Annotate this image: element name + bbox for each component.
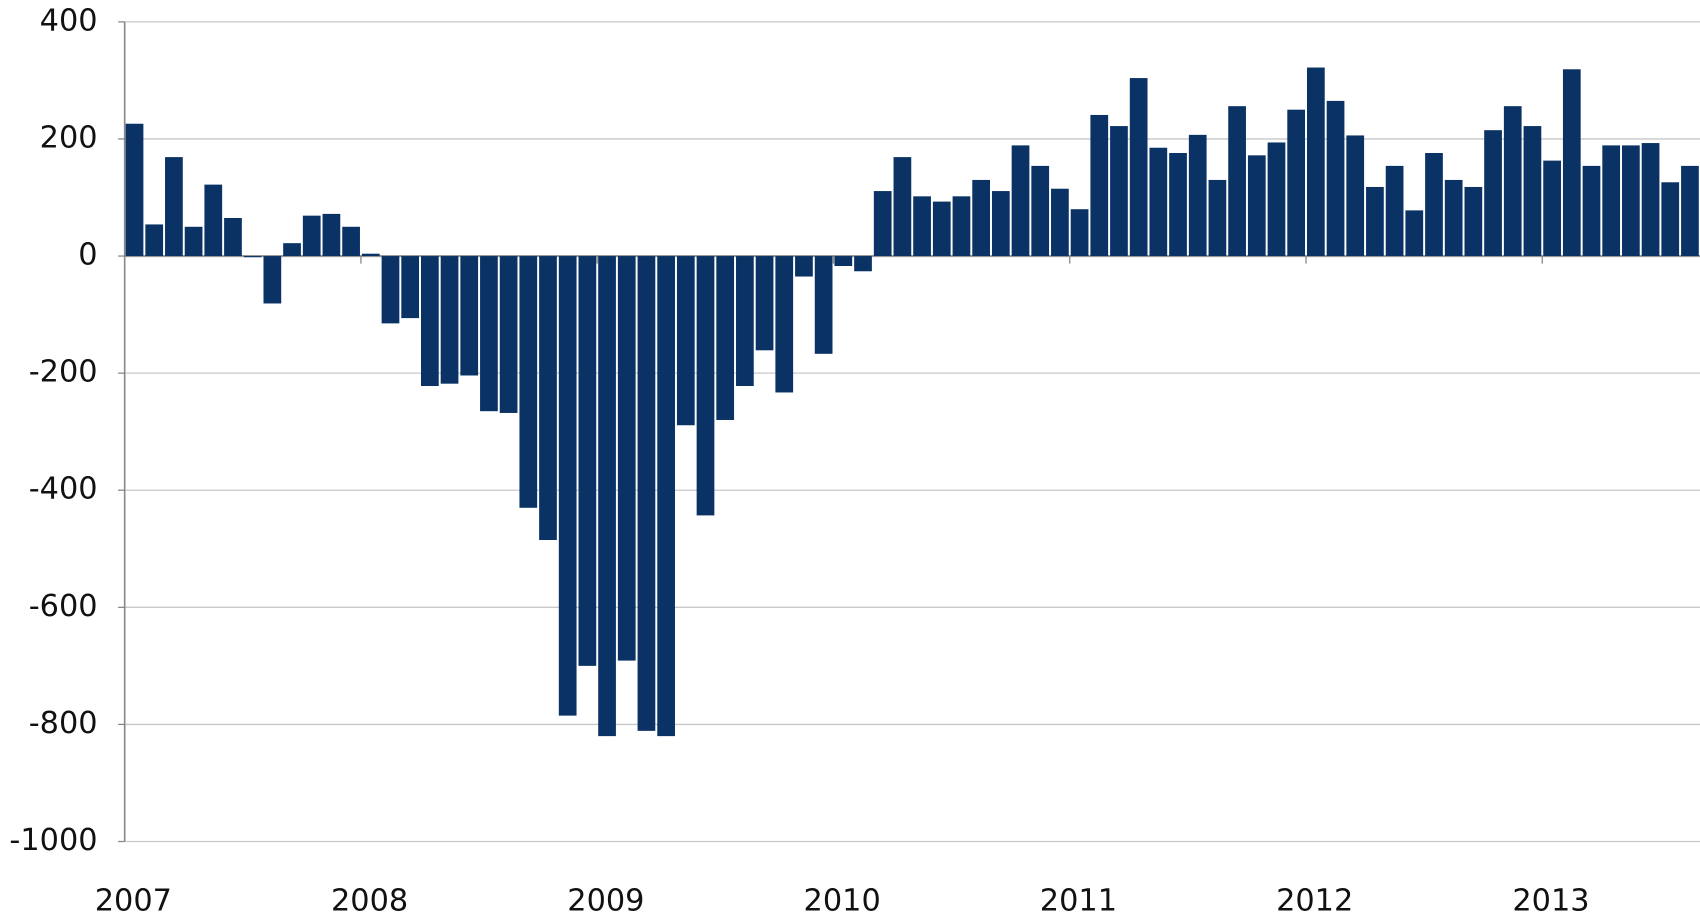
bar: [263, 256, 282, 304]
y-tick-label: -200: [29, 355, 98, 390]
bar: [1602, 145, 1621, 257]
bar: [1011, 145, 1030, 257]
bar: [1503, 106, 1522, 257]
bar: [755, 256, 774, 351]
bar: [1129, 78, 1148, 257]
bar: [1188, 134, 1207, 257]
bar: [1562, 69, 1581, 257]
bar: [1641, 143, 1660, 257]
bar: [401, 256, 420, 319]
bar: [1484, 130, 1502, 257]
bar: [676, 256, 695, 426]
bar: [578, 256, 597, 666]
bar: [1051, 188, 1069, 257]
bar: [1306, 67, 1325, 257]
bar: [1444, 179, 1463, 257]
bar: [1523, 126, 1542, 257]
bar: [775, 256, 794, 393]
y-tick-label: 400: [40, 3, 98, 38]
bar: [558, 256, 577, 716]
bar: [480, 256, 498, 412]
bar: [302, 215, 321, 257]
y-tick-label: -400: [29, 472, 98, 507]
bar: [243, 256, 262, 258]
x-tick-label: 2012: [1276, 884, 1353, 919]
bar: [637, 256, 656, 731]
bar: [795, 256, 813, 277]
bar: [1326, 100, 1345, 257]
bar: [165, 157, 183, 257]
bar: [460, 256, 479, 376]
y-tick-label: -600: [29, 589, 98, 624]
bar: [1661, 182, 1680, 257]
bar: [598, 256, 616, 737]
x-tick-label: 2009: [567, 884, 644, 919]
bar: [1622, 145, 1640, 257]
bar: [814, 256, 833, 354]
bar: [617, 256, 636, 661]
bar: [342, 226, 360, 257]
bar: [657, 256, 675, 737]
bar: [1247, 155, 1266, 257]
bar: [420, 256, 439, 387]
bar: [1425, 153, 1443, 257]
bar: [322, 213, 341, 257]
y-tick-label: 200: [40, 120, 98, 155]
bar: [952, 196, 971, 257]
bar: [1031, 165, 1050, 257]
bar: [1385, 165, 1404, 257]
bar: [972, 179, 991, 257]
bar: [1464, 186, 1483, 257]
bar: [1090, 114, 1109, 257]
bar: [1267, 142, 1286, 257]
bar: [519, 256, 538, 508]
bar: [736, 256, 754, 387]
x-tick-label: 2007: [95, 884, 172, 919]
bar: [1208, 179, 1227, 257]
bar: [873, 191, 892, 257]
bar: [224, 217, 242, 257]
bar: [204, 184, 223, 257]
bar: [1169, 153, 1187, 257]
bar: [1110, 126, 1128, 257]
bar: [716, 256, 735, 420]
x-tick-label: 2008: [331, 884, 408, 919]
bar: [932, 201, 951, 257]
x-tick-label: 2013: [1512, 884, 1589, 919]
bar: [184, 226, 203, 257]
bar: [145, 224, 164, 257]
bar: [991, 191, 1010, 257]
bar: [893, 157, 912, 257]
x-tick-label: 2011: [1040, 884, 1117, 919]
bar: [913, 196, 931, 257]
bar: [1543, 160, 1561, 257]
bar: [499, 256, 518, 413]
y-tick-label: 0: [78, 238, 97, 273]
y-tick-label: -1000: [9, 823, 97, 858]
bar: [1346, 135, 1365, 257]
bar: [1228, 106, 1246, 257]
bar: [539, 256, 557, 540]
bar: [381, 256, 400, 324]
bar: [1405, 210, 1424, 257]
bar: [440, 256, 459, 384]
bar: [1287, 109, 1306, 257]
y-tick-label: -800: [29, 706, 98, 741]
bar: [834, 256, 853, 266]
bar: [1149, 147, 1168, 257]
x-tick-label: 2010: [804, 884, 881, 919]
bar: [283, 243, 301, 257]
bar: [1582, 165, 1601, 257]
bar: [1681, 165, 1699, 257]
bar: [361, 253, 380, 257]
bar: [125, 123, 144, 257]
bar: [1070, 209, 1089, 257]
bar: [854, 256, 872, 272]
bar: [696, 256, 715, 516]
bar: [1366, 186, 1384, 257]
